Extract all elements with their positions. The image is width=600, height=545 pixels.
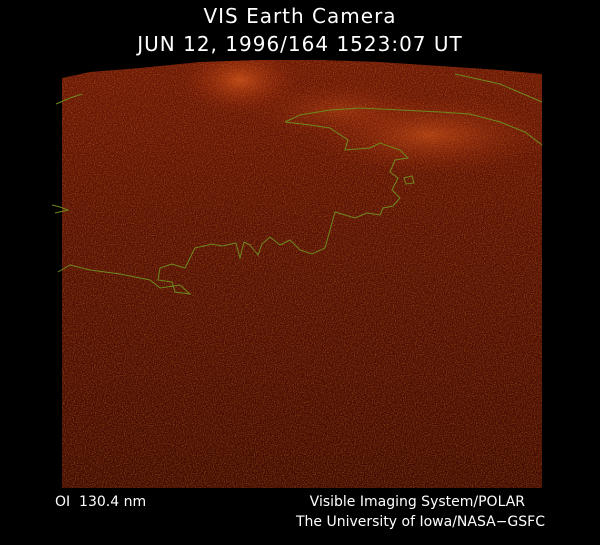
earth-image <box>62 60 542 488</box>
coastlines <box>51 73 543 295</box>
title: VIS Earth Camera <box>203 4 396 28</box>
wavelength-label: OI 130.4 nm <box>55 494 146 510</box>
instrument-label: Visible Imaging System/POLAR <box>310 494 526 510</box>
timestamp: JUN 12, 1996/164 1523:07 UT <box>135 32 463 56</box>
institution-label: The University of Iowa/NASA−GSFC <box>295 514 545 530</box>
